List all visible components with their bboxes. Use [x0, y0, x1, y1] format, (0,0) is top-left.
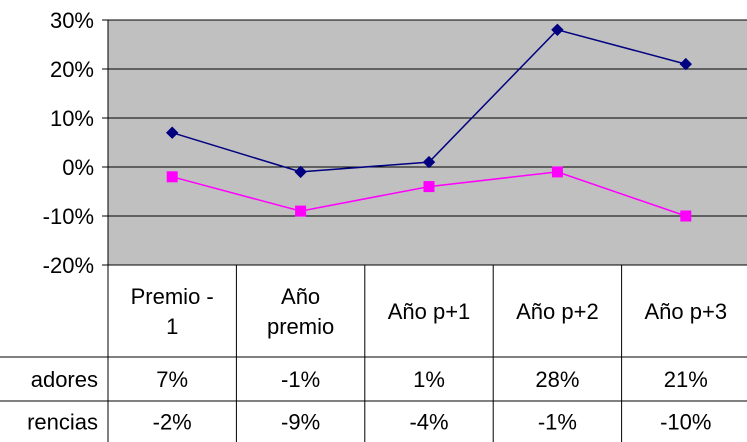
y-tick-label: 30% [50, 8, 94, 33]
data-cell: 7% [156, 367, 188, 392]
data-table: Premio -1 Año premio Año p+1 Año p+2 Año p+3 a… [0, 265, 747, 442]
data-point-square [166, 171, 178, 183]
data-point-diamond [294, 165, 307, 179]
data-point-diamond [422, 155, 436, 169]
data-point-square [295, 205, 307, 217]
data-cell: 28% [535, 367, 579, 392]
plot-area [108, 20, 747, 265]
data-cell: -1% [538, 410, 577, 435]
data-point-square [551, 166, 563, 178]
series-name-label: rencias [27, 410, 98, 435]
data-point-square [423, 181, 435, 193]
y-tick-label: 0% [62, 155, 94, 180]
series-lines [165, 23, 693, 222]
data-cell: 1% [413, 367, 445, 392]
category-label: Año p+2 [516, 299, 599, 324]
data-cell: 21% [664, 367, 708, 392]
series-name-label: adores [31, 367, 98, 392]
category-label: Premio -1 [131, 284, 214, 339]
data-point-diamond [551, 23, 564, 37]
category-label: Año p+3 [645, 299, 728, 324]
y-axis-tick-labels: 30% 20% 10% 0% -10% -20% [43, 8, 94, 278]
data-cell: -9% [281, 410, 320, 435]
data-cell: -10% [660, 410, 711, 435]
data-cell: -2% [153, 410, 192, 435]
y-tick-label: 20% [50, 57, 94, 82]
y-tick-label: -10% [43, 204, 94, 229]
y-tick-label: 10% [50, 106, 94, 131]
gridlines [102, 19, 747, 442]
data-point-diamond [679, 57, 693, 71]
data-point-square [680, 210, 692, 222]
data-point-diamond [165, 126, 179, 139]
y-tick-label: -20% [43, 253, 94, 278]
data-cell: -1% [281, 367, 320, 392]
category-label: Año p+1 [388, 299, 471, 324]
data-cell: -4% [409, 410, 448, 435]
category-label: Año premio [267, 284, 334, 339]
